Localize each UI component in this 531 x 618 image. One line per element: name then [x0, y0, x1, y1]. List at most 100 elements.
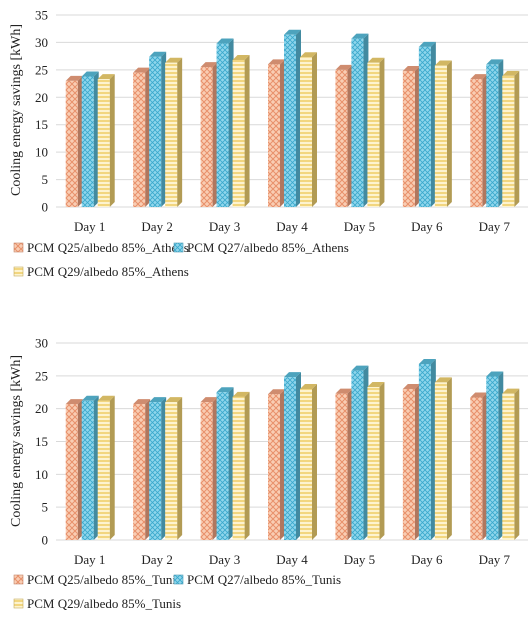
bar — [133, 67, 151, 207]
bar-side — [430, 359, 436, 540]
legend-swatch — [173, 574, 184, 585]
x-tick-label: Day 5 — [344, 552, 375, 567]
bar-top — [133, 67, 151, 73]
bar-side — [228, 387, 234, 540]
legend-item: PCM Q29/albedo 85%_Athens — [13, 264, 189, 279]
bar — [232, 391, 250, 540]
x-tick-label: Day 2 — [141, 552, 172, 567]
bar-top — [418, 41, 436, 47]
bar-top — [133, 399, 151, 405]
bar-side — [93, 395, 99, 540]
legend-item: PCM Q25/albedo 85%_Athens — [13, 240, 189, 255]
bar-side — [379, 57, 385, 208]
bar — [268, 389, 285, 540]
bar-front — [434, 65, 447, 208]
bar-side — [296, 29, 301, 208]
bar-side — [296, 372, 301, 540]
bar — [367, 57, 385, 208]
legend-item: PCM Q29/albedo 85%_Tunis — [13, 596, 181, 611]
bar-front — [165, 402, 178, 540]
bar-top — [434, 60, 452, 66]
bar-front — [216, 392, 229, 540]
bar — [300, 383, 317, 540]
bar — [216, 38, 234, 208]
bar-front — [335, 69, 348, 207]
bar-side — [430, 41, 436, 208]
bar-top — [351, 33, 369, 39]
y-tick-label: 0 — [42, 533, 49, 548]
bar-top — [418, 359, 436, 365]
bar-front — [81, 76, 94, 207]
bar — [502, 70, 520, 208]
bar-side — [363, 365, 369, 540]
bar-top — [65, 75, 83, 81]
x-tick-label: Day 3 — [209, 219, 240, 234]
y-axis-label: Cooling energy savings [kWh] — [9, 24, 24, 196]
bar-side — [498, 371, 504, 540]
bar-top — [97, 74, 115, 80]
bar-side — [347, 64, 353, 207]
bar-side — [145, 399, 151, 540]
tunis-chart: 0 5 10 15 20 25 30 Cooling energy savings [kWh]… — [9, 336, 528, 611]
x-tick-label: Day 1 — [74, 219, 105, 234]
bar — [97, 74, 115, 207]
bar — [81, 395, 99, 540]
bar — [486, 371, 504, 540]
x-tick-label: Day 5 — [344, 219, 375, 234]
bar-side — [244, 391, 250, 540]
bar-front — [284, 377, 296, 540]
bar — [216, 387, 234, 540]
bar-front — [367, 386, 380, 540]
bar — [502, 388, 520, 540]
x-tick-label: Day 2 — [141, 219, 172, 234]
x-tick-label: Day 6 — [411, 552, 443, 567]
legend-swatch — [13, 574, 24, 585]
bar — [232, 54, 250, 208]
bar-side — [280, 389, 285, 540]
bar-side — [347, 388, 353, 540]
bar — [351, 33, 369, 208]
legend-swatch — [13, 598, 24, 609]
bar-side — [514, 388, 520, 540]
bar-top — [335, 388, 353, 394]
bar-top — [268, 59, 285, 65]
bar-side — [109, 74, 115, 207]
bar-side — [228, 38, 234, 208]
legend-swatch — [173, 242, 184, 253]
bar-top — [402, 383, 420, 389]
bar — [367, 381, 385, 540]
bar-side — [212, 397, 218, 540]
legend-item: PCM Q27/albedo 85%_Tunis — [173, 572, 341, 587]
bar-front — [470, 397, 483, 540]
bar-side — [177, 57, 183, 208]
bar-front — [165, 62, 178, 208]
bar-side — [482, 74, 488, 207]
y-tick-label: 25 — [35, 368, 48, 383]
bar — [300, 52, 317, 207]
bar-top — [300, 52, 317, 58]
bar — [434, 60, 452, 208]
bar-top — [81, 71, 99, 77]
bar-front — [216, 43, 229, 208]
bar — [65, 75, 83, 207]
bar-top — [81, 395, 99, 401]
bar-side — [145, 67, 151, 207]
y-tick-label: 5 — [42, 500, 49, 515]
bar-front — [284, 34, 296, 208]
legend-item: PCM Q27/albedo 85%_Athens — [173, 240, 349, 255]
legend-swatch — [13, 242, 24, 253]
bar-front — [200, 67, 213, 207]
bar-top — [232, 54, 250, 60]
bar-side — [244, 54, 250, 208]
bar-top — [300, 383, 317, 389]
bar-front — [133, 72, 146, 207]
bar-top — [284, 372, 301, 378]
bar-side — [414, 65, 420, 207]
bar-front — [402, 70, 415, 207]
bar-front — [97, 79, 110, 207]
bar-front — [502, 393, 515, 540]
bar-front — [502, 75, 515, 208]
bar-front — [97, 400, 110, 540]
bar-top — [284, 29, 301, 35]
